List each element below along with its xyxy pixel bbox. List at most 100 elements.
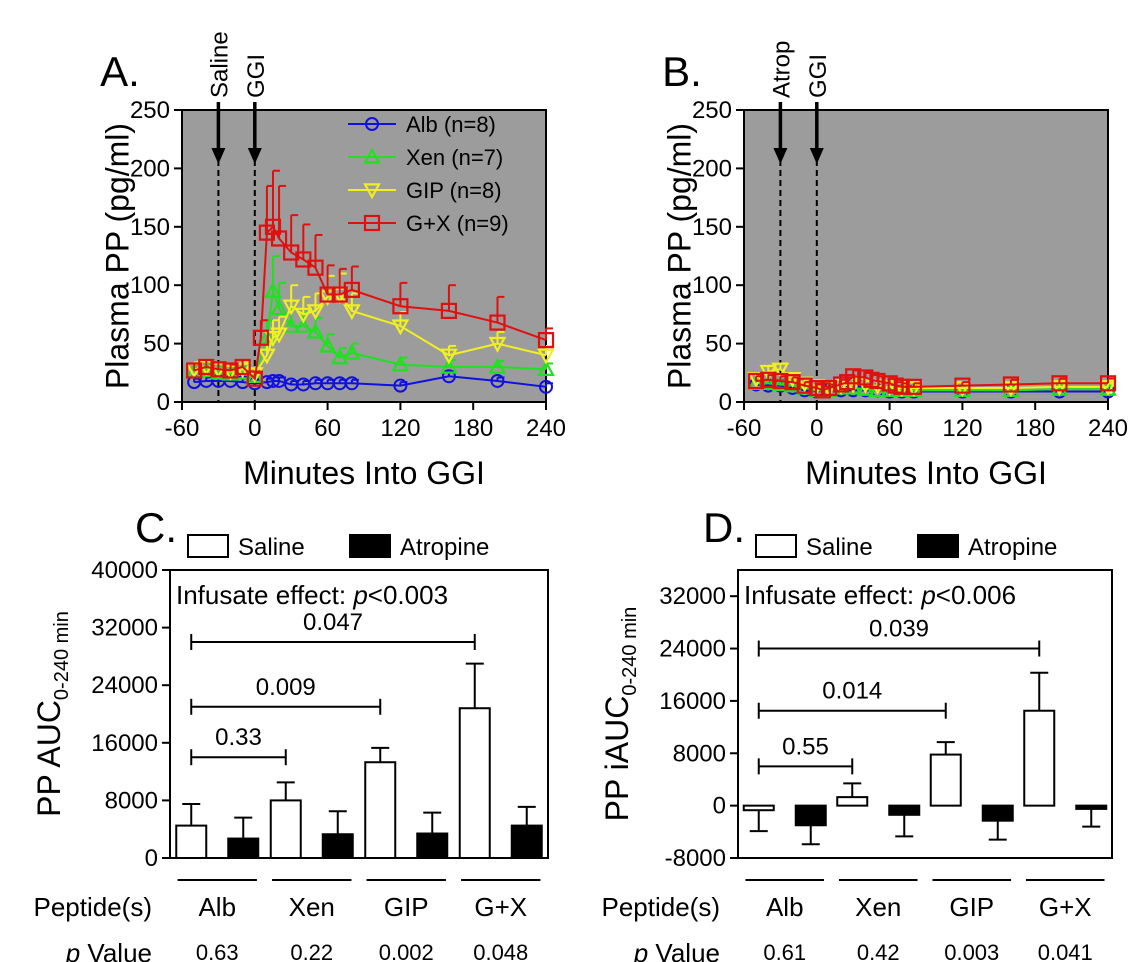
panel-d-bracket-label: 0.55 [782, 733, 829, 760]
panel-d-row-label-p-value: p Value [633, 938, 720, 962]
panel-a-point [440, 348, 458, 365]
panel-b-point [771, 362, 790, 379]
panel-b-point [1002, 376, 1020, 393]
panel-a-xtick-label: 180 [453, 415, 493, 442]
panel-a-point [307, 259, 324, 276]
panel-a-point [252, 329, 269, 346]
panel-a-point [318, 336, 337, 353]
panel-a-point [270, 327, 288, 344]
panel-c-legend-swatch-saline [187, 534, 229, 558]
panel-c-row-label-peptides: Peptide(s) [34, 892, 153, 922]
panel-a-point [272, 373, 287, 388]
panel-b-point [784, 374, 801, 391]
panel-a-ylabel: Plasma PP (pg/ml) [99, 123, 135, 389]
panel-d-bar-saline [929, 753, 962, 807]
panel-d-ytick-label: 16000 [659, 688, 726, 715]
panel-a-point [258, 348, 276, 365]
panel-a-panel-label: A. [100, 48, 140, 95]
panel-d-bracket-label: 0.014 [822, 678, 882, 705]
panel-b-point [820, 379, 838, 397]
panel-c-panel-label: C. [135, 504, 177, 551]
panel-b-point [905, 378, 922, 395]
panel-a-point [440, 302, 458, 319]
panel-a-point [282, 299, 301, 316]
panel-d-panel-label: D. [703, 504, 745, 551]
panel-a-legend-marker [363, 147, 381, 164]
panel-a-point [342, 304, 361, 321]
panel-d-legend-swatch-saline [755, 534, 797, 558]
panel-a-series-line [194, 290, 547, 378]
panel-c-legend-label-atropine: Atropine [400, 534, 489, 561]
panel-b-annotation-label: Atrop [768, 41, 795, 98]
panel-b-ytick-label: 250 [692, 97, 732, 124]
panel-d-category-label: Alb [766, 892, 804, 922]
panel-c-ytick-label: 0 [145, 845, 158, 872]
panel-a-point [489, 314, 506, 331]
panel-b-point [954, 377, 971, 394]
panel-a-annotation-arrow-head [247, 148, 262, 164]
panel-d-p-value: 0.61 [763, 940, 806, 962]
panel-a-point [488, 357, 507, 374]
panel-a-point [537, 331, 555, 349]
panel-a-legend-label: Alb (n=8) [406, 112, 496, 137]
panel-b-annotation-label: GGI [805, 54, 832, 98]
panel-d-p-value: 0.42 [857, 940, 900, 962]
panel-b-xlabel: Minutes Into GGI [805, 455, 1047, 491]
panel-d-legend-swatch-atropine [917, 534, 959, 558]
panel-a-ytick-label: 100 [130, 272, 170, 299]
panel-a-xtick-label: 0 [248, 415, 261, 442]
panel-d-p-value: 0.041 [1038, 940, 1093, 962]
panel-c-bar-saline [458, 707, 491, 859]
panel-a-series-line [193, 293, 547, 376]
panel-b-point [869, 372, 886, 390]
panel-a-point [294, 316, 313, 333]
panel-c-ytick-label: 8000 [105, 787, 158, 814]
panel-d-ylabel: PP iAUC0-240 min [599, 607, 641, 822]
panel-a-point [246, 370, 263, 387]
panel-b-point [893, 378, 910, 395]
panel-c-ytick-label: 32000 [91, 615, 158, 642]
panel-a-annotation-label: Saline [206, 31, 233, 98]
panel-c-ytick-label: 16000 [91, 730, 158, 757]
panel-b-point [759, 374, 778, 391]
panel-d-row-label-peptides: Peptide(s) [602, 892, 721, 922]
panel-d-plot-area [737, 569, 1113, 859]
panel-d-bar-saline [742, 804, 775, 812]
panel-c-legend-swatch-atropine [349, 534, 391, 558]
panel-b-ytick-label: 0 [719, 389, 732, 416]
panel-b-xtick-label: -60 [727, 415, 762, 442]
panel-b-point [760, 371, 777, 388]
panel-b-point [783, 376, 802, 393]
panel-a-legend-label: GIP (n=8) [406, 178, 502, 203]
panel-a-legend-marker [363, 183, 381, 200]
panel-a-point [306, 304, 325, 321]
panel-c-p-value: 0.002 [379, 940, 434, 962]
panel-a-point [294, 307, 313, 324]
panel-a-ytick-label: 0 [157, 389, 170, 416]
panel-a-point [210, 361, 227, 378]
panel-b-xtick-label: 180 [1015, 415, 1055, 442]
panel-a-point [488, 336, 507, 353]
panel-a-point [331, 286, 348, 303]
panel-d-bracket-label: 0.039 [869, 616, 929, 643]
panel-b-panel-label: B. [662, 48, 702, 95]
panel-b-point [772, 372, 789, 390]
panel-a-point [295, 251, 312, 268]
panel-c-p-value: 0.63 [196, 940, 239, 962]
panel-b-ytick-label: 150 [692, 214, 732, 241]
panel-d-p-value: 0.003 [944, 940, 999, 962]
panel-b-ytick-label: 50 [705, 331, 732, 358]
panel-b-xtick-label: 60 [876, 415, 903, 442]
panel-a-point [306, 322, 325, 339]
panel-a-annotation-label: GGI [243, 54, 270, 98]
panel-d-ytick-label: 8000 [673, 740, 726, 767]
panel-c-bar-atropine [510, 824, 543, 859]
panel-a-point [391, 319, 410, 336]
panel-a-point [344, 376, 359, 391]
panel-c-bracket-label: 0.009 [256, 674, 316, 701]
panel-c-p-value: 0.22 [290, 940, 333, 962]
panel-c-category-label: G+X [474, 892, 527, 922]
panel-c-ytick-label: 24000 [91, 672, 158, 699]
panel-b-xtick-label: 120 [942, 415, 982, 442]
panel-d-ytick-label: 32000 [659, 583, 726, 610]
